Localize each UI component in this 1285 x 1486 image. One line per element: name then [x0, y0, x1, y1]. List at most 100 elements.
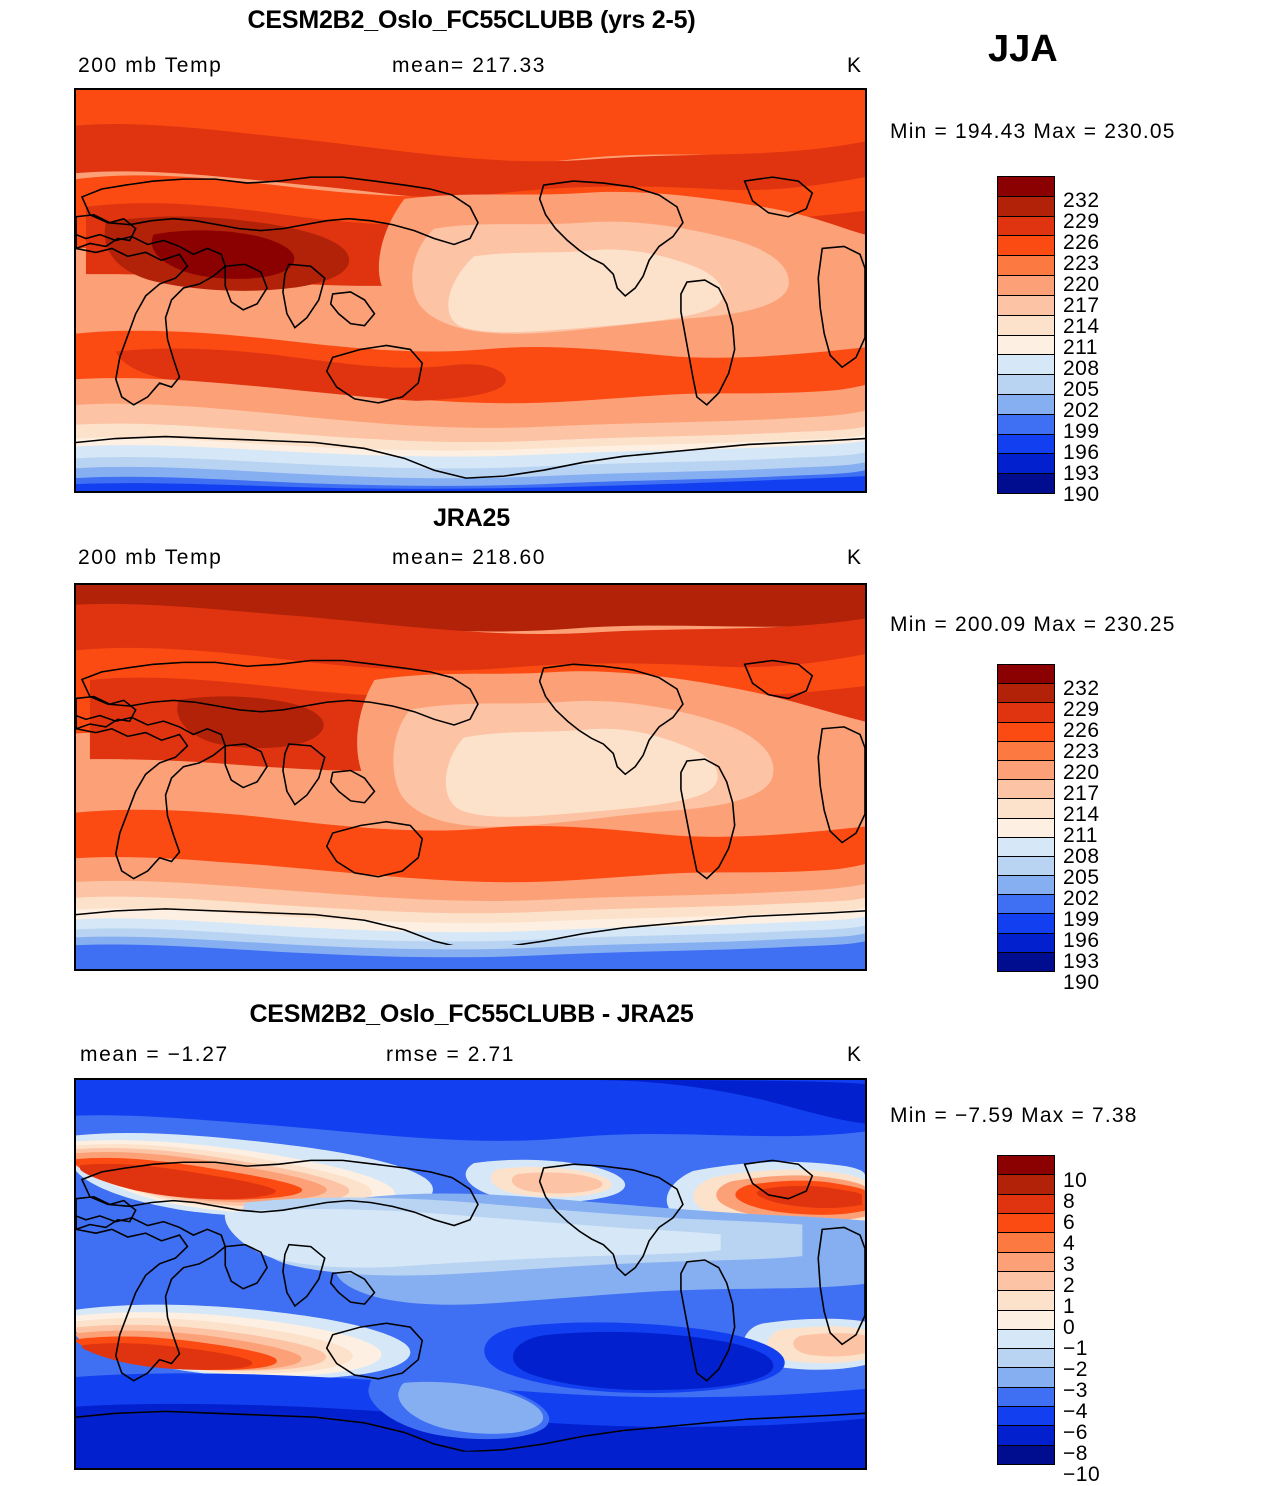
cbar-tick: −3	[1063, 1379, 1088, 1402]
panel-3-contour-fills	[76, 1080, 865, 1468]
cbar-tick: 4	[1063, 1232, 1076, 1255]
cbar-tick: 217	[1063, 782, 1100, 805]
cbar-band	[998, 1387, 1054, 1408]
panel-1-left-label: 200 mb Temp	[78, 54, 223, 77]
cbar-tick: 8	[1063, 1190, 1076, 1213]
cbar-tick: 193	[1063, 462, 1100, 485]
cbar-tick: 220	[1063, 273, 1100, 296]
cbar-tick: −10	[1063, 1463, 1101, 1486]
panel-2-left-label: 200 mb Temp	[78, 546, 223, 569]
cbar-band	[998, 1329, 1054, 1350]
cbar-tick: 196	[1063, 929, 1100, 952]
panel-1-contour-fills	[76, 90, 865, 491]
cbar-band	[998, 1310, 1054, 1330]
cbar-tick: 196	[1063, 441, 1100, 464]
cbar-tick: 226	[1063, 231, 1100, 254]
cbar-tick: 10	[1063, 1169, 1088, 1192]
cbar-tick: 217	[1063, 294, 1100, 317]
cbar-tick: 202	[1063, 399, 1100, 422]
cbar-band	[998, 434, 1054, 455]
panel-3-minmax: Min = −7.59 Max = 7.38	[890, 1104, 1138, 1127]
cbar-band	[998, 722, 1054, 742]
cbar-band	[998, 474, 1054, 493]
cbar-band	[998, 933, 1054, 953]
cbar-tick: 229	[1063, 698, 1100, 721]
cbar-band	[998, 1407, 1054, 1427]
cbar-band	[998, 856, 1054, 877]
cbar-tick: 223	[1063, 740, 1100, 763]
panel-1-mean-label: mean= 217.33	[392, 54, 547, 77]
cbar-tick: 220	[1063, 761, 1100, 784]
cbar-band	[998, 177, 1054, 197]
cbar-tick: 211	[1063, 336, 1098, 359]
panel-1-title: CESM2B2_Oslo_FC55CLUBB (yrs 2-5)	[247, 6, 696, 34]
panel-2-map[interactable]	[74, 583, 867, 971]
panel-3-field	[76, 1080, 865, 1468]
cbar-band	[998, 256, 1054, 277]
cbar-band	[998, 1368, 1054, 1388]
cbar-tick: −8	[1063, 1442, 1088, 1465]
cbar-band	[998, 216, 1054, 237]
panel-2-units-label: K	[847, 546, 863, 569]
cbar-band	[998, 780, 1054, 800]
cbar-tick: −6	[1063, 1421, 1088, 1444]
cbar-tick: 214	[1063, 803, 1100, 826]
cbar-band	[998, 1175, 1054, 1195]
cbar-band	[998, 1233, 1054, 1253]
panel-3-map[interactable]	[74, 1078, 867, 1470]
panel-2-colorbar-ticks: 232 229 226 223 220 217 214 211 208 205 …	[1063, 678, 1100, 993]
panel-1-colorbar-ticks: 232 229 226 223 220 217 214 211 208 205 …	[1063, 189, 1100, 505]
cbar-tick: −2	[1063, 1358, 1088, 1381]
cbar-tick: 205	[1063, 378, 1100, 401]
cbar-tick: 193	[1063, 950, 1100, 973]
cbar-tick: 202	[1063, 887, 1100, 910]
cbar-band	[998, 276, 1054, 296]
panel-2-contour-fills	[76, 585, 865, 969]
cbar-band	[998, 1271, 1054, 1292]
cbar-tick: 199	[1063, 420, 1100, 443]
cbar-tick: 208	[1063, 357, 1100, 380]
panel-3-title: CESM2B2_Oslo_FC55CLUBB - JRA25	[249, 1000, 694, 1028]
cbar-tick: −1	[1063, 1337, 1088, 1360]
cbar-tick: 190	[1063, 971, 1100, 994]
cbar-band	[998, 876, 1054, 896]
cbar-band	[998, 1291, 1054, 1311]
cbar-tick: 226	[1063, 719, 1100, 742]
panel-3-colorbar[interactable]	[997, 1155, 1055, 1465]
panel-1-minmax: Min = 194.43 Max = 230.05	[890, 120, 1176, 143]
panel-1-field	[76, 90, 865, 491]
cbar-band	[998, 375, 1054, 395]
cbar-band	[998, 1194, 1054, 1214]
cbar-band	[998, 818, 1054, 838]
panel-2-field	[76, 585, 865, 969]
cbar-band	[998, 1445, 1054, 1464]
cbar-band	[998, 952, 1054, 971]
cbar-tick: 2	[1063, 1274, 1076, 1297]
panel-1-units-label: K	[847, 54, 863, 77]
cbar-band	[998, 414, 1054, 435]
panel-1-map[interactable]	[74, 88, 867, 493]
panel-2-mean-label: mean= 218.60	[392, 546, 547, 569]
cbar-tick: 208	[1063, 845, 1100, 868]
cbar-tick: 232	[1063, 189, 1100, 212]
cbar-band	[998, 1349, 1054, 1369]
cbar-tick: 0	[1063, 1316, 1076, 1339]
panel-2-colorbar[interactable]	[997, 664, 1055, 972]
cbar-band	[998, 837, 1054, 857]
cbar-band	[998, 684, 1054, 704]
cbar-band	[998, 454, 1054, 475]
panel-2-title: JRA25	[433, 504, 510, 532]
cbar-tick: 6	[1063, 1211, 1076, 1234]
cbar-band	[998, 799, 1054, 819]
cbar-tick: 190	[1063, 483, 1100, 506]
cbar-tick: 1	[1063, 1295, 1076, 1318]
panel-3-mean-label: mean = −1.27	[80, 1043, 229, 1066]
cbar-band	[998, 1213, 1054, 1234]
panel-2-minmax: Min = 200.09 Max = 230.25	[890, 613, 1176, 636]
cbar-band	[998, 1156, 1054, 1176]
cbar-band	[998, 236, 1054, 257]
cbar-tick: 205	[1063, 866, 1100, 889]
panel-1-colorbar[interactable]	[997, 176, 1055, 494]
cbar-band	[998, 703, 1054, 723]
cbar-tick: 3	[1063, 1253, 1076, 1276]
